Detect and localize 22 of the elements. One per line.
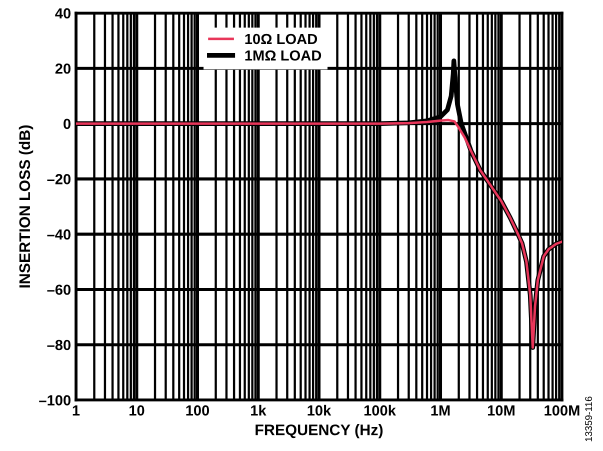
y-tick-label: 20 [55, 63, 71, 74]
x-tick-label: 100 [186, 405, 210, 416]
x-tick-label: 1k [251, 404, 266, 416]
y-tick-label: –40 [47, 229, 71, 240]
legend-label: 1MΩ LOAD [245, 50, 322, 61]
y-tick-label: 0 [64, 118, 71, 130]
x-tick-label: 10 [130, 405, 144, 416]
x-tick-label: 1M [431, 405, 450, 416]
x-tick-label: 100M [544, 405, 580, 416]
x-tick-label: 10M [488, 405, 514, 416]
y-tick-label: –100 [39, 395, 71, 406]
legend-label: 10Ω LOAD [245, 34, 318, 44]
y-tick-label: 40 [55, 8, 71, 19]
y-axis-title: INSERTION LOSS (dB) [18, 125, 34, 288]
text: 13359-116 [585, 396, 592, 442]
x-axis-title: FREQUENCY (Hz) [256, 424, 383, 438]
x-tick-label: 100k [364, 404, 396, 416]
x-tick-label: 1 [72, 405, 80, 416]
x-tick-label: 10k [308, 404, 332, 416]
y-tick-label: –80 [47, 340, 71, 350]
y-tick-label: –20 [47, 174, 71, 184]
y-tick-label: –60 [47, 284, 71, 295]
